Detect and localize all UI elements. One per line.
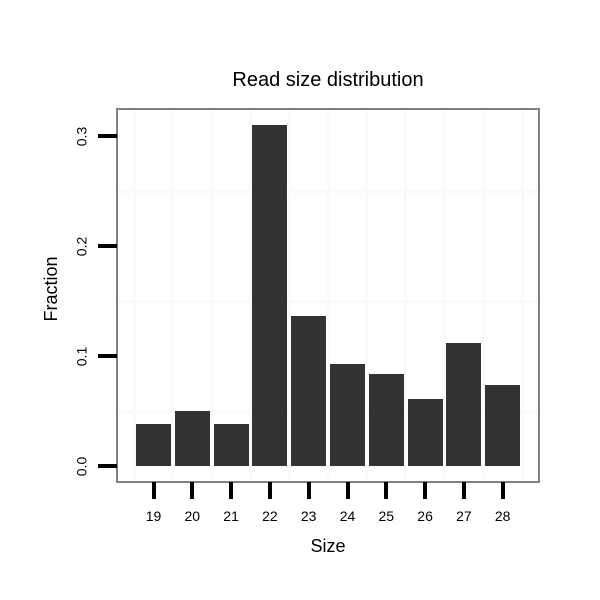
x-tick [190,482,195,499]
x-tick-label: 21 [223,508,239,524]
y-tick-label: 0.3 [73,126,90,146]
minor-gridline-vertical [481,110,485,481]
y-tick-label: 0.2 [73,236,90,256]
minor-gridline-vertical [171,110,175,481]
x-tick-label: 27 [456,508,472,524]
x-tick [267,482,272,499]
x-axis-title: Size [310,536,346,556]
bar-26 [407,399,443,466]
minor-gridline-vertical [249,110,252,481]
x-tick [423,482,428,499]
bar-28 [485,385,521,466]
minor-gridline-vertical [443,110,446,481]
bar-27 [446,343,482,466]
x-tick-label: 22 [262,508,278,524]
minor-gridline-vertical [365,110,369,481]
x-tick-label: 24 [339,508,356,524]
x-tick-label: 19 [145,508,162,524]
minor-gridline-vertical [326,110,330,481]
y-tick [98,464,117,468]
minor-gridline-vertical [132,110,136,481]
x-tick-label: 28 [494,508,511,524]
bar-23 [291,316,327,466]
y-tick [98,134,117,138]
bar-24 [330,364,365,466]
minor-gridline-vertical [287,110,291,481]
x-tick [461,482,466,499]
minor-gridline-vertical [404,110,408,481]
x-tick [345,482,350,499]
y-tick-label: 0.1 [73,346,90,366]
bar-20 [174,411,210,466]
x-tick [306,482,311,499]
x-tick-label: 26 [417,508,433,524]
minor-gridline-vertical [210,110,214,481]
plot-area [118,110,538,481]
bar-25 [368,374,404,466]
x-tick-label: 25 [378,508,395,524]
x-tick-label: 20 [184,508,201,524]
y-tick [98,354,117,358]
x-tick [500,482,505,499]
x-tick [229,482,234,499]
minor-gridline-vertical [520,110,524,481]
y-tick-label: 0.0 [73,456,90,476]
y-axis-title: Fraction [41,256,61,322]
x-tick [151,482,156,499]
chart-title: Read size distribution [232,69,424,91]
x-tick-label: 23 [300,508,317,524]
bar-21 [213,424,249,466]
y-tick [98,244,117,248]
plot-panel [116,108,540,483]
bar-19 [136,424,171,466]
x-tick [384,482,389,499]
bar-22 [252,125,288,466]
